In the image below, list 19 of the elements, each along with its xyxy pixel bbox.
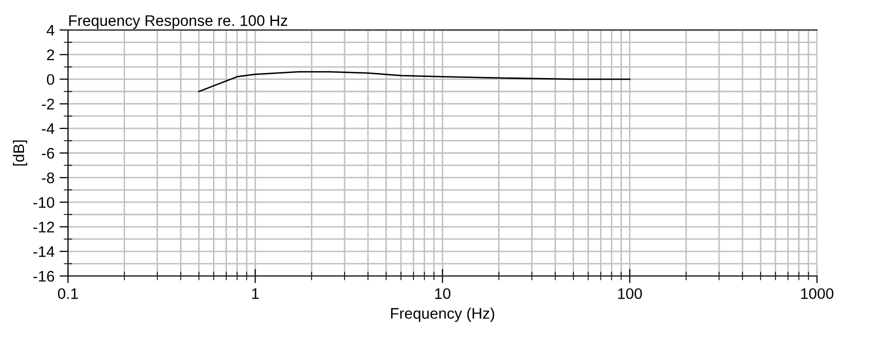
y-tick-label: -12 [33, 222, 54, 232]
y-tick-label: -6 [42, 148, 54, 159]
x-tick-label: 1000 [801, 288, 834, 300]
y-tick-label: -16 [33, 270, 54, 282]
y-tick-label: 2 [47, 49, 54, 60]
x-tick-label: 100 [618, 288, 642, 300]
y-tick-label: -2 [42, 98, 54, 110]
x-tick-label: 1 [252, 288, 259, 299]
y-tick-label: -4 [42, 123, 54, 134]
x-tick-label: 0.1 [58, 288, 78, 300]
x-tick-label: 10 [435, 288, 450, 300]
y-tick-label: 4 [46, 25, 54, 36]
y-tick-label: -8 [42, 172, 54, 184]
y-tick-label: -10 [33, 197, 54, 208]
y-axis-title: [dB] [12, 140, 28, 166]
x-axis-title: Frequency (Hz) [391, 308, 494, 322]
chart-title: Frequency Response re. 100 Hz [69, 15, 288, 30]
y-tick-label: -14 [33, 246, 54, 257]
y-tick-label: 0 [46, 74, 54, 85]
